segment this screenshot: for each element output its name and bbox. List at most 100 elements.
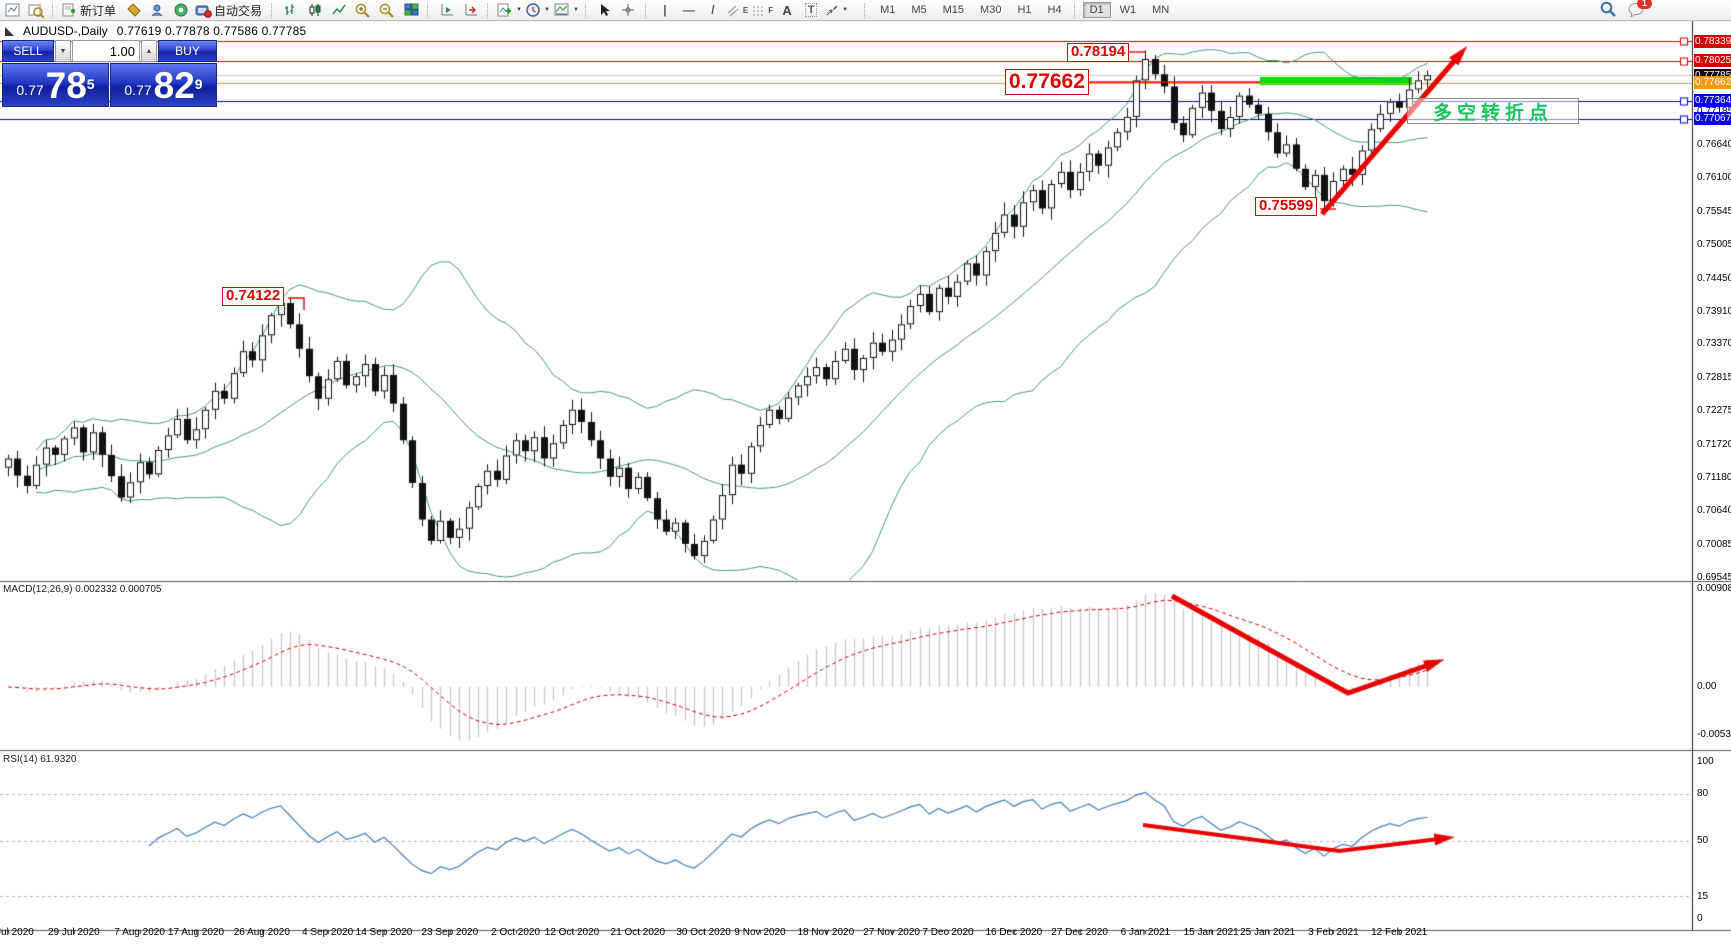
date-axis-label: 27 Nov 2020 (863, 927, 920, 938)
equidistant-channel-tool-button[interactable]: E (725, 1, 750, 19)
price-axis-tick: 0.76100 (1697, 171, 1731, 183)
ohlc-values: 0.77619 0.77878 0.77586 0.77785 (116, 24, 307, 38)
date-axis-label: 12 Oct 2020 (544, 927, 600, 938)
new-order-label: 新订单 (80, 3, 117, 18)
chart-shift-button[interactable] (459, 1, 483, 19)
chart-symbol-title: AUDUSD-,Daily (23, 24, 108, 38)
timeframe-m30-button[interactable]: M30 (980, 4, 1002, 16)
chart-window: AUDUSD-,Daily 0.77619 0.77878 0.77586 0.… (0, 20, 1731, 945)
toolbar-separator (644, 2, 650, 18)
candlestick-mode-button[interactable] (303, 1, 327, 19)
line-chart-mode-button[interactable] (327, 1, 351, 19)
toolbar-separator (271, 2, 276, 18)
date-axis-label: 26 Aug 2020 (233, 927, 290, 938)
price-axis-tick: 0.70640 (1697, 505, 1731, 516)
timeframe-m15-button[interactable]: M15 (942, 4, 965, 16)
price-axis-tick: 0.73910 (1697, 305, 1731, 317)
date-axis-label: 6 Jan 2021 (1120, 927, 1171, 938)
macd-axis-tick: 0.00 (1697, 681, 1717, 692)
periods-dropdown-caret[interactable]: ▼ (543, 7, 550, 13)
trendline-tool-button[interactable]: / (711, 3, 715, 17)
timeframe-m1-button[interactable]: M1 (880, 4, 896, 16)
date-axis-label: 17 Aug 2020 (167, 927, 225, 938)
timeframe-d1-button[interactable]: D1 (1082, 2, 1111, 18)
buy-price-button[interactable]: 0.77 82 9 (110, 63, 217, 107)
date-axis-label: 29 Jul 2020 (47, 927, 100, 938)
volume-input[interactable] (72, 40, 140, 62)
experts-icon[interactable] (145, 1, 169, 19)
price-axis-tick: 0.75545 (1697, 205, 1731, 217)
auto-scroll-button[interactable] (435, 1, 459, 19)
sell-price-button[interactable]: 0.77 78 5 (2, 63, 109, 107)
notifications-icon[interactable]: 1 (1628, 0, 1652, 20)
date-axis-label: 16 Dec 2020 (985, 927, 1043, 938)
date-axis-label: 3 Feb 2021 (1308, 927, 1359, 938)
sell-price-sup: 5 (86, 76, 95, 92)
toolbar-separator (584, 2, 590, 18)
price-chart-canvas[interactable] (0, 20, 1731, 945)
date-axis-label: 25 Jan 2021 (1240, 927, 1296, 938)
new-order-button[interactable]: 新订单 (60, 1, 121, 19)
price-axis-chip: 0.77067 (1694, 112, 1731, 126)
date-axis-label: 18 Nov 2020 (797, 927, 855, 938)
timeframe-h1-button[interactable]: H1 (1017, 4, 1032, 16)
zoom-in-button[interactable] (351, 1, 375, 19)
date-axis-label: 23 Sep 2020 (421, 927, 479, 938)
price-axis-tick: 0.76640 (1697, 139, 1731, 150)
price-annotation-label: 0.78194 (1067, 43, 1130, 62)
sell-button[interactable]: SELL (2, 40, 54, 62)
timeframe-h4-button[interactable]: H4 (1047, 4, 1062, 16)
indicators-button[interactable]: ▼ (495, 1, 524, 19)
search-icon[interactable] (1600, 1, 1616, 20)
timeframe-m5-button[interactable]: M5 (911, 4, 927, 16)
autotrading-button[interactable]: 自动交易 (193, 1, 267, 19)
price-axis-tick: 0.74450 (1697, 272, 1731, 284)
buy-button[interactable]: BUY (158, 40, 217, 62)
metaeditor-icon[interactable] (121, 1, 145, 19)
date-axis-label: 2 Oct 2020 (491, 927, 541, 938)
date-axis-label: 27 Dec 2020 (1051, 927, 1108, 938)
crosshair-tool-button[interactable] (617, 1, 641, 19)
chart-profile-button[interactable] (24, 1, 48, 19)
fibonacci-tool-button[interactable]: F (750, 1, 775, 19)
turning-point-note: 多空转折点 (1407, 98, 1579, 124)
date-axis-label: 9 Nov 2020 (734, 927, 786, 938)
volume-increase-button[interactable]: ▲ (141, 40, 157, 62)
one-click-trading-panel: SELL ▼ ▲ BUY 0.77 78 5 0.77 82 9 (2, 40, 217, 107)
date-axis-label: 7 Dec 2020 (922, 927, 974, 938)
zoom-out-button[interactable] (375, 1, 399, 19)
rsi-axis-tick: 80 (1697, 788, 1709, 799)
arrows-tool-button[interactable]: ▼ (823, 1, 850, 19)
trade-panel-collapse-icon[interactable] (5, 26, 14, 36)
toolbar-separator (487, 2, 492, 18)
text-label-tool-button[interactable]: T (799, 1, 823, 19)
rsi-indicator-label: RSI(14) 61.9320 (3, 754, 77, 765)
price-axis-tick: 0.70085 (1697, 538, 1731, 550)
notification-badge: 1 (1637, 0, 1652, 9)
new-chart-button[interactable] (0, 1, 24, 19)
indicators-dropdown-caret[interactable]: ▼ (516, 7, 522, 13)
toolbar-separator (52, 2, 57, 18)
sell-price-prefix: 0.77 (16, 82, 44, 98)
bar-chart-mode-button[interactable] (279, 1, 303, 19)
horizontal-line-tool-button[interactable]: — (682, 3, 695, 17)
text-tool-button[interactable]: A (782, 2, 792, 18)
templates-dropdown-caret[interactable]: ▼ (572, 7, 579, 13)
date-axis-label: 20 Jul 2020 (0, 927, 34, 938)
tile-windows-button[interactable] (399, 1, 423, 19)
cursor-tool-button[interactable] (593, 1, 617, 19)
volume-decrease-button[interactable]: ▼ (55, 40, 71, 62)
toolbar-separator (427, 2, 432, 18)
price-axis-tick: 0.71180 (1697, 472, 1731, 484)
periods-button[interactable]: ▼ (524, 1, 552, 19)
timeframe-w1-button[interactable]: W1 (1119, 4, 1137, 16)
price-axis-tick: 0.72275 (1697, 405, 1731, 417)
price-axis-tick: 0.72815 (1697, 372, 1731, 384)
price-axis-chip: 0.78025 (1694, 54, 1731, 67)
arrows-dropdown-caret[interactable]: ▼ (842, 7, 849, 13)
templates-button[interactable]: ▼ (552, 1, 581, 19)
price-annotation-label: 0.77662 (1005, 69, 1089, 95)
vertical-line-tool-button[interactable]: | (663, 3, 667, 17)
sounds-icon[interactable] (169, 1, 193, 19)
timeframe-mn-button[interactable]: MN (1152, 4, 1170, 16)
